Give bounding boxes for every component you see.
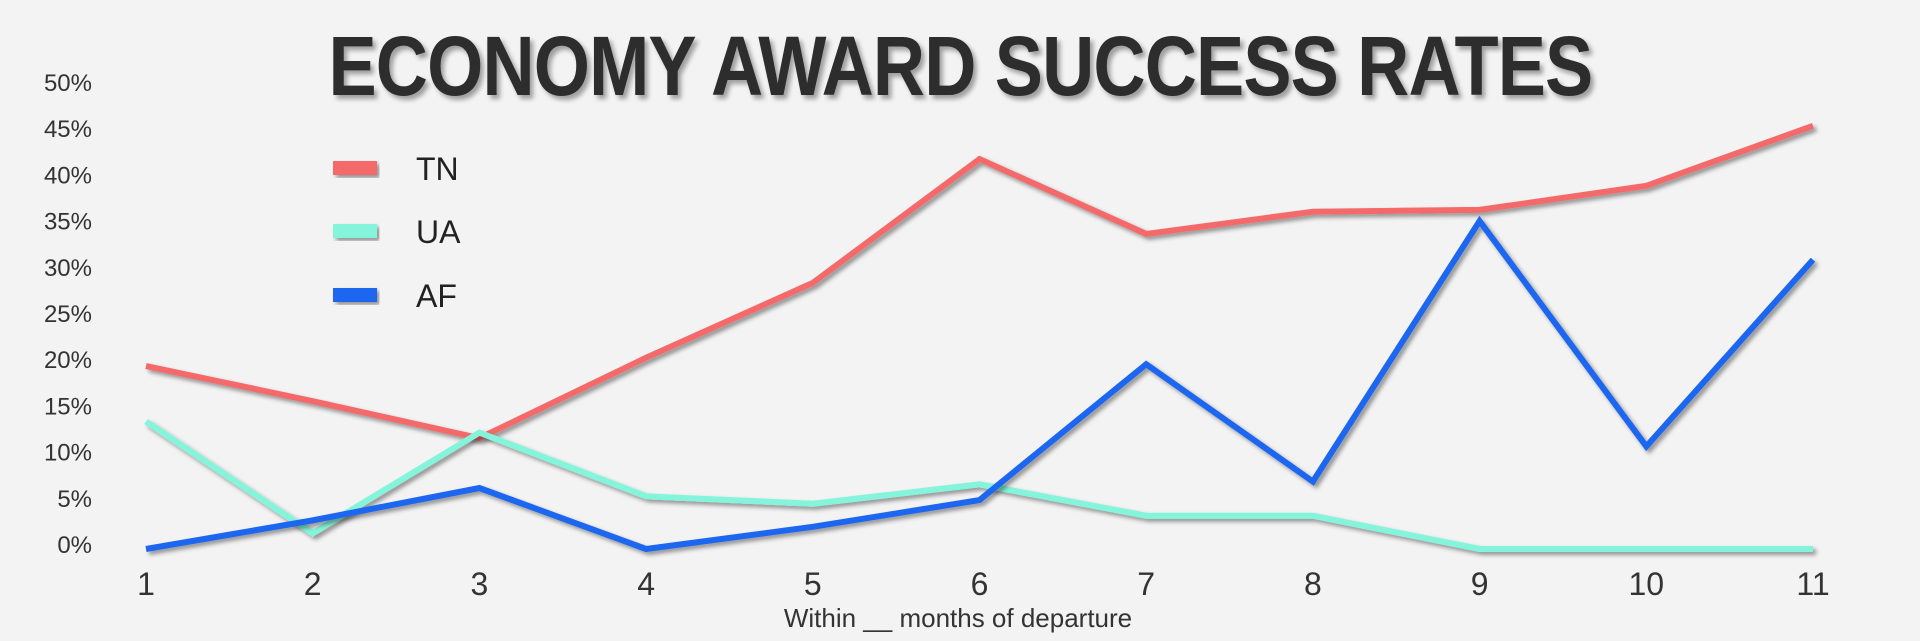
- y-tick-label: 35%: [44, 209, 92, 236]
- series-line-af: [145, 215, 1816, 553]
- x-tick-label: 9: [1471, 566, 1489, 602]
- y-tick-label: 25%: [44, 301, 92, 328]
- legend-label-af: AF: [416, 278, 457, 314]
- y-tick-label: 45%: [44, 116, 92, 143]
- x-tick-label: 4: [637, 566, 655, 602]
- y-tick-label: 15%: [44, 393, 92, 420]
- y-tick-label: 50%: [44, 70, 92, 97]
- x-tick-label: 7: [1137, 566, 1155, 602]
- chart-title: ECONOMY AWARD SUCCESS RATES: [328, 19, 1593, 113]
- x-tick-label: 8: [1304, 566, 1322, 602]
- y-tick-label: 0%: [57, 532, 92, 559]
- x-axis-label: Within __ months of departure: [784, 603, 1132, 633]
- legend-label-tn: TN: [416, 151, 459, 187]
- legend-swatch-ua: [333, 224, 377, 238]
- x-tick-label: 5: [804, 566, 822, 602]
- y-tick-label: 10%: [44, 440, 92, 467]
- y-tick-label: 5%: [57, 486, 92, 513]
- x-tick-label: 6: [971, 566, 989, 602]
- legend-swatch-tn: [333, 161, 377, 175]
- legend-label-ua: UA: [416, 214, 461, 250]
- x-tick-label: 2: [304, 566, 322, 602]
- series-line-tn: [145, 122, 1815, 442]
- x-tick-label: 11: [1796, 566, 1829, 602]
- series-line-ua: [144, 418, 1813, 552]
- x-tick-label: 10: [1629, 566, 1665, 602]
- x-tick-label: 3: [471, 566, 489, 602]
- y-tick-label: 40%: [44, 162, 92, 189]
- legend-swatch-af: [333, 288, 377, 302]
- x-tick-label: 1: [137, 566, 155, 602]
- y-tick-label: 20%: [44, 347, 92, 374]
- y-tick-label: 30%: [44, 255, 92, 282]
